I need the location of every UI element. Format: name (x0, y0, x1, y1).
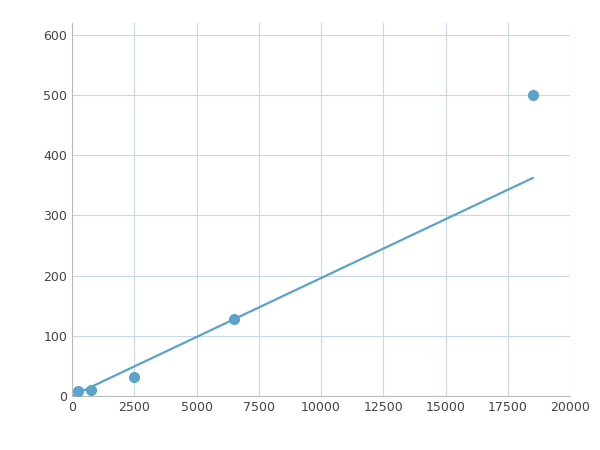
Point (528, 91, 538, 99)
Point (73, 387, 83, 395)
Point (130, 373, 139, 380)
Point (86, 387, 95, 394)
Point (229, 315, 239, 323)
